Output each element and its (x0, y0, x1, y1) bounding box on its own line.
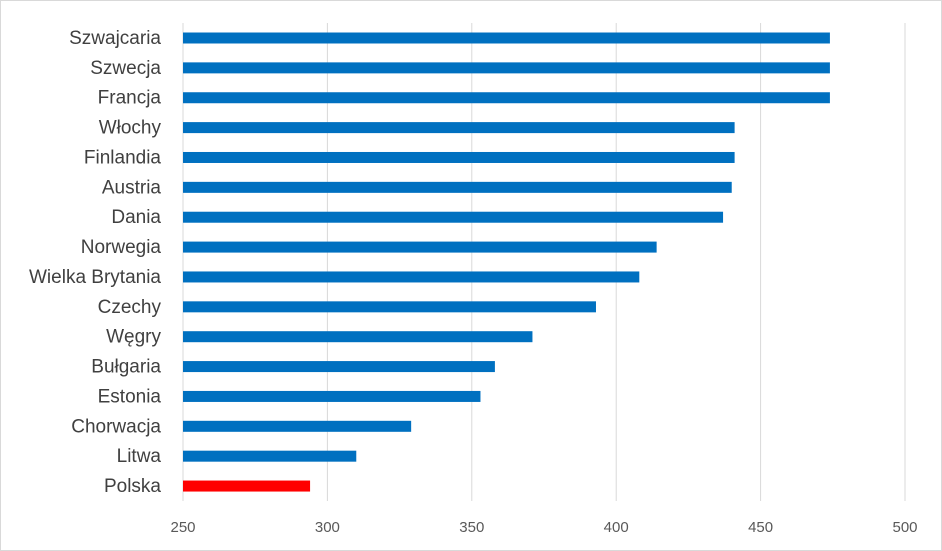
bar-szwajcaria (183, 32, 830, 44)
category-label: Francja (98, 88, 162, 109)
x-tick-label: 500 (892, 519, 917, 536)
category-label: Litwa (117, 446, 162, 467)
category-label: Węgry (106, 327, 161, 348)
x-tick-label: 300 (315, 519, 340, 536)
bar-finlandia (183, 151, 735, 163)
bar-polska (183, 480, 311, 492)
category-label: Chorwacja (71, 416, 161, 437)
category-label: Finlandia (84, 147, 162, 168)
x-tick-label: 350 (459, 519, 484, 536)
category-label: Estonia (98, 386, 162, 407)
x-tick-label: 450 (748, 519, 773, 536)
category-label: Szwecja (90, 58, 161, 79)
bar-włochy (183, 122, 735, 134)
bar-dania (183, 211, 724, 223)
bar-bułgaria (183, 361, 495, 373)
category-label: Norwegia (81, 237, 162, 258)
bar-litwa (183, 450, 357, 462)
bar-francja (183, 92, 830, 104)
bar-wielka-brytania (183, 271, 640, 283)
x-tick-label: 400 (604, 519, 629, 536)
bar-czechy (183, 301, 596, 313)
category-label: Polska (104, 476, 161, 497)
category-label: Włochy (99, 118, 162, 139)
category-label: Wielka Brytania (29, 267, 161, 288)
category-label: Dania (111, 207, 161, 228)
bar-norwegia (183, 241, 657, 253)
category-label: Szwajcaria (69, 28, 161, 49)
bar-estonia (183, 390, 481, 402)
bar-chorwacja (183, 420, 412, 432)
category-label: Austria (102, 177, 162, 198)
category-label: Bułgaria (91, 357, 161, 378)
bar-austria (183, 181, 732, 193)
x-tick-label: 250 (170, 519, 195, 536)
bar-szwecja (183, 62, 830, 74)
bar-węgry (183, 331, 533, 343)
category-label: Czechy (98, 297, 162, 318)
